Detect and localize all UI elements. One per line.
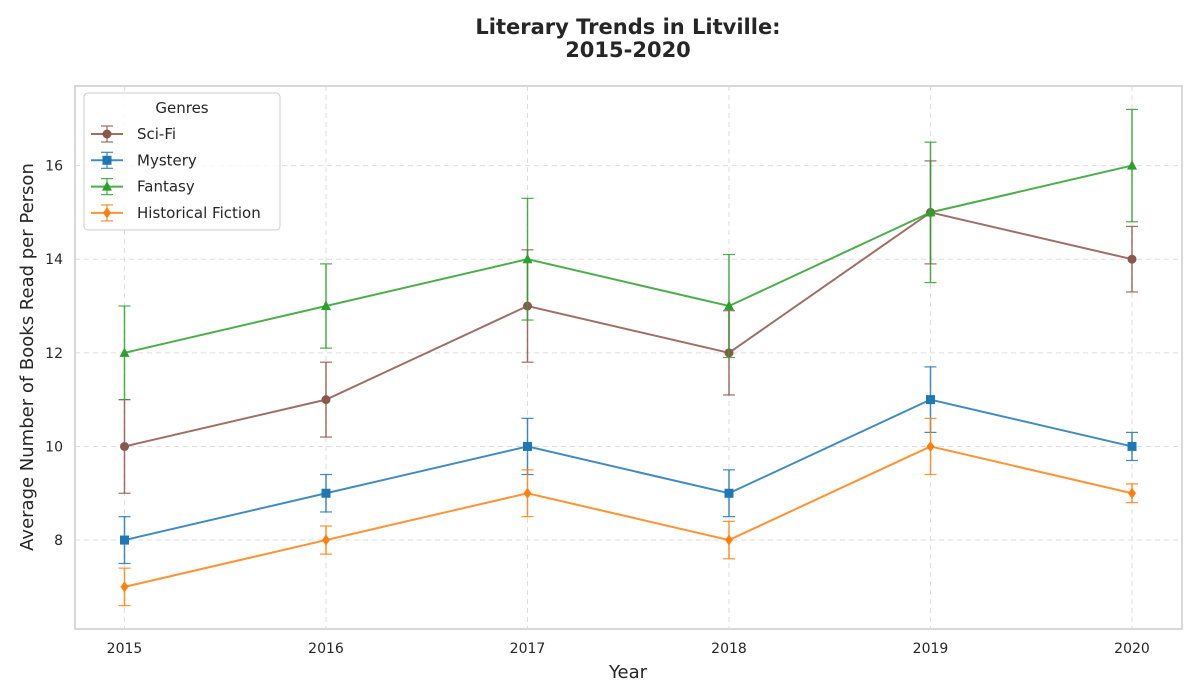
x-axis-ticks: 2015 2016 2017 2018 2019 2020 xyxy=(107,641,1150,657)
data-point xyxy=(522,253,533,264)
y-axis-ticks: 8 10 12 14 16 xyxy=(45,159,63,549)
x-tick-label: 2018 xyxy=(711,641,747,657)
chart-title-line-1: Literary Trends in Litville: xyxy=(475,15,780,39)
data-point xyxy=(321,395,331,405)
data-point xyxy=(322,534,330,546)
data-point xyxy=(523,487,532,499)
x-tick-label: 2020 xyxy=(1114,641,1150,657)
legend-label: Sci-Fi xyxy=(137,125,176,143)
legend-title: Genres xyxy=(155,99,208,117)
series-mystery xyxy=(118,366,1138,565)
data-point xyxy=(119,347,130,357)
x-tick-label: 2016 xyxy=(308,641,344,657)
data-point xyxy=(1128,487,1136,499)
y-tick-label: 14 xyxy=(45,252,63,268)
legend-item: Historical Fiction xyxy=(91,204,261,222)
y-axis-label: Average Number of Books Read per Person xyxy=(17,163,38,551)
x-tick-label: 2019 xyxy=(913,641,949,657)
y-tick-label: 16 xyxy=(45,159,63,175)
legend-item: Sci-Fi xyxy=(91,125,176,143)
data-point xyxy=(120,441,129,451)
data-point xyxy=(926,395,935,405)
data-point xyxy=(120,581,129,593)
data-point xyxy=(523,441,532,451)
legend-marker xyxy=(103,207,111,219)
legend-marker xyxy=(102,181,112,191)
legend-item: Mystery xyxy=(91,151,197,169)
series-historical-fiction xyxy=(118,417,1138,607)
data-point xyxy=(321,488,331,498)
series-line xyxy=(124,211,1133,448)
series-line xyxy=(124,398,1133,542)
legend-items: Sci-Fi Mystery Fantasy Historical Fiction xyxy=(91,125,261,222)
legend-label: Mystery xyxy=(137,151,197,169)
data-point xyxy=(1127,254,1137,264)
x-tick-label: 2017 xyxy=(510,641,546,657)
y-tick-label: 8 xyxy=(54,533,63,549)
chart-title-line-2: 2015-2020 xyxy=(565,38,691,62)
data-point xyxy=(724,488,734,498)
legend-frame xyxy=(83,92,281,231)
series-line xyxy=(124,445,1133,588)
series-line xyxy=(124,164,1133,354)
legend-marker xyxy=(102,155,112,165)
legend-label: Historical Fiction xyxy=(137,204,261,222)
data-point xyxy=(724,300,734,311)
data-point xyxy=(925,206,936,217)
legend: Genres Sci-Fi Mystery Fantasy Historical Fi… xyxy=(83,92,281,231)
data-point xyxy=(321,300,331,311)
y-tick-label: 12 xyxy=(45,346,63,362)
x-axis-label: Year xyxy=(608,662,648,683)
data-point xyxy=(1127,160,1137,170)
series xyxy=(118,108,1138,607)
legend-label: Fantasy xyxy=(137,178,195,196)
data-point xyxy=(120,535,129,545)
series-fantasy xyxy=(118,108,1138,401)
data-point xyxy=(1127,441,1137,451)
x-tick-label: 2015 xyxy=(107,641,143,657)
legend-item: Fantasy xyxy=(91,178,195,196)
data-point xyxy=(725,534,733,546)
data-point xyxy=(926,440,935,452)
legend-marker xyxy=(102,129,112,139)
y-tick-label: 10 xyxy=(45,439,63,455)
